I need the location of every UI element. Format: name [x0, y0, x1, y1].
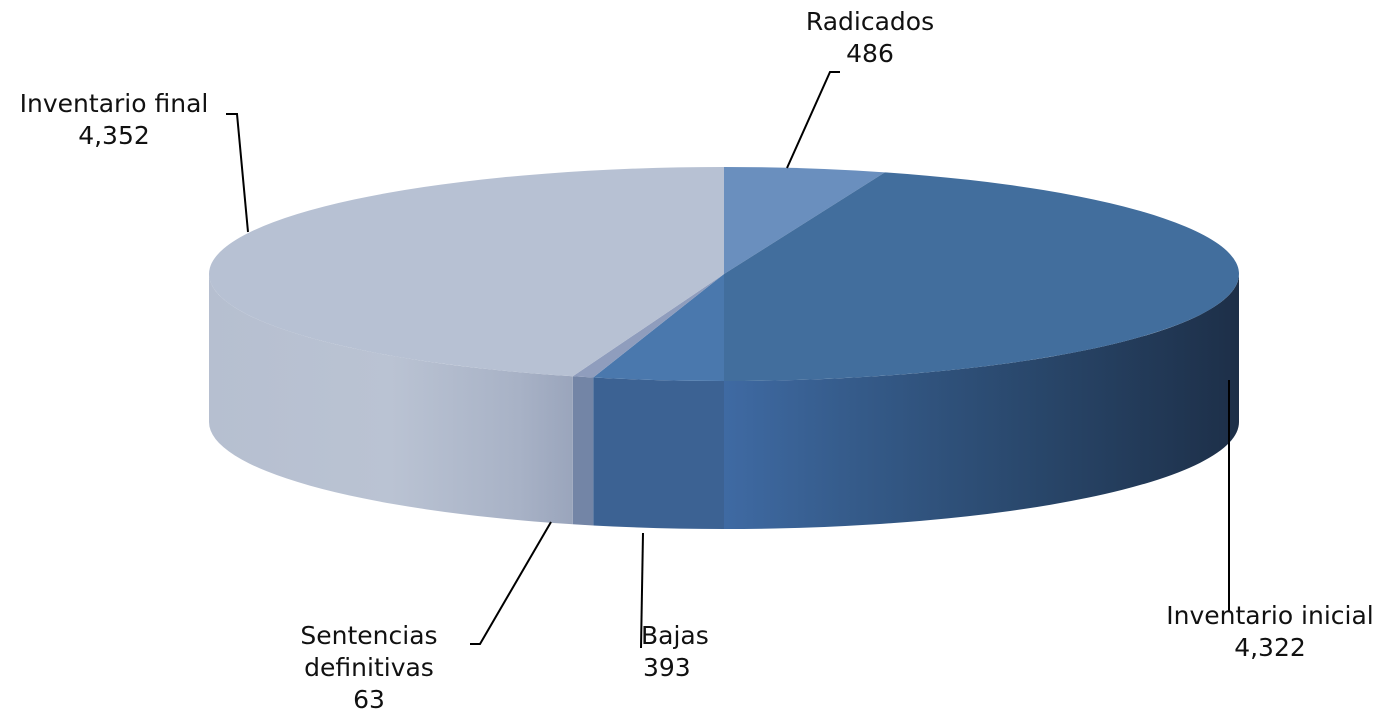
slice-label-sentencias-definitivas: Sentencias definitivas 63 [282, 620, 472, 716]
slice-label-name: Inventario final [19, 89, 209, 118]
pie-slice-bajas [593, 274, 724, 381]
slice-label-name-2: definitivas [304, 653, 434, 682]
pie-slice-inventario-final [209, 167, 724, 377]
slice-label-inventario-final: Inventario final 4,352 [10, 88, 218, 152]
slice-label-radicados: Radicados 486 [740, 6, 1000, 70]
slice-label-bajas: Bajas 393 [641, 620, 731, 684]
pie-slice-radicados [724, 167, 885, 274]
leader-line-bajas [640, 532, 644, 649]
leader-line-inventario-final [226, 113, 249, 233]
leader-line-sentencias-definitivas [470, 521, 552, 645]
pie-slice-side-sentencias-definitivas [572, 376, 594, 526]
pie-slice-side-bajas [593, 377, 724, 529]
slice-label-name: Inventario inicial [1166, 601, 1374, 630]
pie-slice-inventario-inicial [724, 172, 1239, 381]
slice-label-name: Sentencias [300, 621, 438, 650]
slice-label-value: 486 [846, 39, 894, 68]
slice-label-value: 393 [643, 653, 691, 682]
slice-label-value: 4,322 [1234, 633, 1306, 662]
pie-slice-side-inventario-final [209, 274, 573, 525]
pie-slice-sentencias-definitivas [572, 274, 724, 378]
slice-label-inventario-inicial: Inventario inicial 4,322 [1150, 600, 1390, 664]
slice-label-name: Radicados [805, 7, 935, 36]
leader-line-radicados [786, 71, 840, 169]
slice-label-value: 4,352 [78, 121, 150, 150]
slice-label-name: Bajas [641, 621, 709, 650]
slice-label-value: 63 [353, 685, 385, 714]
pie-slice-side-inventario-inicial [724, 274, 1239, 529]
